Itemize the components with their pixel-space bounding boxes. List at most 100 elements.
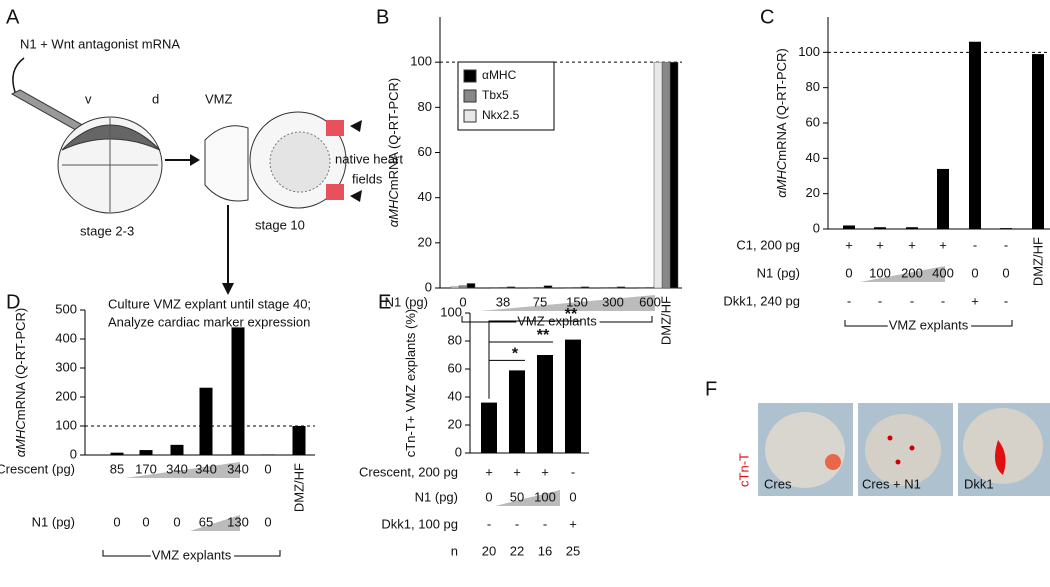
condition-value: + [513, 464, 521, 479]
bar [1000, 228, 1012, 229]
condition-value: 600 [639, 294, 661, 309]
condition-value: - [878, 293, 882, 308]
bar [506, 286, 516, 289]
bar [600, 287, 610, 289]
bar [580, 286, 590, 289]
bar [527, 287, 537, 289]
significance-label: ** [537, 327, 550, 344]
vmz-piece [204, 125, 249, 202]
y-tick-label: 40 [448, 388, 462, 403]
dose-wedge [860, 266, 945, 282]
condition-value: 85 [110, 461, 124, 476]
y-tick-label: 100 [410, 54, 432, 69]
condition-value: 300 [602, 294, 624, 309]
bar [637, 287, 647, 289]
photos: cTn-T Cres Cres + N1 Dkk1 [736, 403, 1050, 496]
condition-value: - [941, 293, 945, 308]
bar [1032, 54, 1044, 229]
bar [498, 287, 508, 289]
bar [874, 227, 886, 229]
y-axis-label-text: mRNA (Q-RT-PCR) [386, 78, 401, 190]
bar [608, 287, 618, 289]
dose-wedge [495, 490, 560, 506]
condition-value: 0 [264, 461, 271, 476]
dose-wedge [190, 515, 240, 531]
diagram-label: fields [352, 171, 383, 186]
panel-letter: F [705, 378, 717, 400]
condition-value: 0 [569, 489, 576, 504]
y-tick-label: 100 [798, 44, 820, 59]
bar [509, 370, 525, 453]
condition-value: - [571, 464, 575, 479]
y-axis-label: αMHCmRNA (Q-RT-PCR) [386, 78, 401, 227]
bar [669, 61, 679, 289]
condition-value: 22 [510, 543, 524, 558]
panel-letter: E [378, 291, 391, 313]
x-tick-label: DMZ/HF [1030, 237, 1045, 286]
arrowhead [222, 283, 234, 295]
bar [537, 355, 553, 453]
explant [765, 412, 845, 488]
stain-spot [825, 454, 841, 470]
condition-label: N1 (pg) [32, 514, 75, 529]
legend-swatch [463, 89, 477, 103]
condition-value: 0 [459, 294, 466, 309]
y-axis-label-text: cTn-T+ VMZ explants (%) [403, 309, 418, 457]
heart-field [326, 184, 344, 200]
condition-label: N1 (pg) [415, 489, 458, 504]
condition-label: Dkk1, 100 pg [381, 516, 458, 531]
group-bracket [844, 320, 1013, 327]
condition-label: Crescent, 200 pg [359, 464, 458, 479]
condition-label: N1 (pg) [385, 294, 428, 309]
significance-bracket [488, 320, 581, 399]
cleavage [62, 118, 158, 212]
diagram-label: Analyze cardiac marker expression [108, 314, 310, 329]
bar [843, 225, 855, 229]
condition-value: + [569, 516, 577, 531]
condition-value: 340 [227, 461, 249, 476]
condition-value: 16 [538, 543, 552, 558]
y-tick-label: 60 [418, 144, 432, 159]
panel-letter: A [6, 6, 20, 28]
condition-value: 0 [485, 489, 492, 504]
y-tick-label: 0 [813, 220, 820, 235]
condition-value: 340 [195, 461, 217, 476]
condition-value: 65 [199, 514, 213, 529]
dose-wedge [480, 295, 655, 311]
condition-value: + [971, 293, 979, 308]
arrowhead [190, 154, 200, 166]
arrowhead [350, 190, 362, 202]
condition-value: 75 [533, 294, 547, 309]
condition-value: 0 [264, 514, 271, 529]
x-tick-label: DMZ/HF [658, 296, 673, 345]
condition-value: 170 [135, 461, 157, 476]
bar [481, 402, 497, 453]
bar [261, 454, 275, 455]
y-tick-label: 200 [55, 388, 77, 403]
condition-value: 150 [566, 294, 588, 309]
y-axis-label-italic: αMHC [13, 420, 28, 458]
bar [661, 61, 671, 289]
significance-label: * [512, 346, 519, 363]
diagram-label: N1 + Wnt antagonist mRNA [20, 36, 180, 51]
stain-spot [994, 440, 1006, 475]
condition-value: - [515, 516, 519, 531]
bar [110, 452, 124, 455]
condition-value: 0 [113, 514, 120, 529]
y-tick-label: 20 [418, 234, 432, 249]
bar [969, 41, 981, 229]
bar [231, 327, 245, 455]
bar [490, 287, 500, 289]
condition-value: 25 [566, 543, 580, 558]
arrow [12, 57, 25, 93]
condition-value: 50 [510, 489, 524, 504]
bar [199, 387, 213, 455]
condition-value: 0 [845, 265, 852, 280]
condition-value: - [847, 293, 851, 308]
legend-label: αMHC [482, 68, 517, 82]
condition-value: 340 [166, 461, 188, 476]
stain-spot [909, 445, 915, 451]
condition-value: 100 [869, 265, 891, 280]
condition-value: 0 [173, 514, 180, 529]
